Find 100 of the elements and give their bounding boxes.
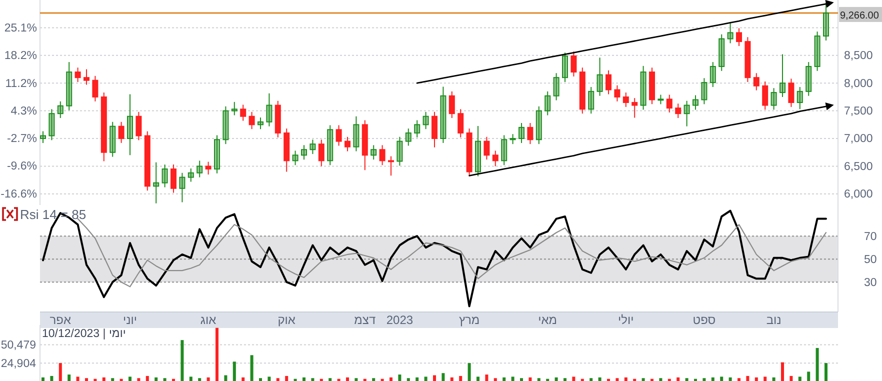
- candlestick: [770, 88, 777, 110]
- bar: [790, 376, 793, 381]
- bar: [398, 374, 402, 381]
- y-tick-label: 7,000: [844, 133, 873, 146]
- candlestick: [692, 94, 698, 110]
- candlestick: [570, 51, 577, 77]
- y-tick-label: 50,479: [0, 339, 36, 352]
- candlestick: [248, 111, 255, 130]
- bar: [372, 378, 376, 381]
- candlestick: [562, 52, 568, 82]
- bar: [711, 377, 714, 381]
- candlestick: [823, 2, 829, 41]
- candlestick: [344, 136, 350, 152]
- candlestick: [370, 144, 377, 160]
- candlestick: [458, 108, 464, 138]
- bar: [268, 376, 271, 381]
- bar: [468, 363, 471, 381]
- candlestick: [588, 86, 594, 114]
- bar: [676, 377, 680, 381]
- bar: [754, 377, 758, 381]
- bar: [502, 377, 506, 381]
- bar: [528, 377, 532, 381]
- candlestick: [353, 116, 360, 152]
- candlestick: [414, 120, 420, 138]
- bar: [720, 376, 724, 381]
- candlestick: [318, 139, 324, 167]
- bar: [180, 340, 184, 381]
- y-tick-label: 70: [864, 230, 877, 243]
- x-tick-label: מאי: [538, 313, 558, 327]
- candlestick: [205, 161, 212, 176]
- candlestick: [327, 124, 334, 166]
- y2-tick-label: -2.7%: [6, 133, 37, 146]
- bar: [642, 378, 645, 381]
- candlestick: [666, 94, 672, 113]
- x-tick-label: אוק: [278, 313, 296, 327]
- candlestick: [301, 144, 307, 160]
- bar: [102, 377, 106, 381]
- bar: [189, 376, 192, 381]
- candlestick: [501, 134, 508, 166]
- bar: [354, 378, 358, 381]
- bar: [198, 378, 202, 381]
- y2-tick-label: 4.3%: [10, 105, 37, 118]
- candlestick: [231, 101, 238, 116]
- bar: [659, 378, 662, 381]
- candlestick: [310, 139, 316, 155]
- candlestick: [240, 104, 246, 122]
- candlestick: [727, 22, 734, 44]
- candlestick: [405, 128, 412, 146]
- candlestick: [448, 90, 455, 119]
- y-tick-label: 7,500: [844, 105, 873, 118]
- candlestick: [432, 111, 438, 148]
- bar: [390, 377, 392, 381]
- bar: [85, 378, 88, 381]
- candlestick: [788, 78, 794, 108]
- candlestick: [527, 122, 534, 145]
- bar: [772, 377, 776, 381]
- candlestick: [675, 103, 682, 119]
- candlestick: [440, 86, 446, 144]
- candlestick: [196, 160, 203, 178]
- x-tick-label: יולי: [618, 313, 634, 327]
- annotation: יומי | 10/12/2023: [42, 328, 126, 340]
- bar: [416, 377, 419, 381]
- bar: [285, 376, 288, 381]
- bar: [58, 363, 62, 381]
- y-tick-label: 6,000: [844, 188, 873, 201]
- line-series: [42, 210, 827, 308]
- candlestick: [57, 100, 64, 119]
- candlestick: [492, 150, 498, 167]
- candlestick: [658, 94, 664, 105]
- y2-tick-label: 18.2%: [4, 50, 37, 62]
- candlestick: [136, 111, 142, 141]
- candlestick: [110, 121, 116, 158]
- y2-tick-label: 11.2%: [5, 78, 37, 90]
- x-tick-label: דצמ: [354, 313, 376, 327]
- candlestick: [596, 57, 603, 96]
- candlestick: [710, 62, 716, 88]
- bar: [564, 378, 566, 381]
- bar: [76, 376, 80, 381]
- bar: [433, 375, 436, 381]
- bar: [128, 376, 132, 381]
- x-tick-label: 2023: [386, 313, 414, 327]
- candlestick: [74, 67, 81, 82]
- bar: [311, 378, 314, 381]
- bar: [242, 377, 245, 381]
- candlestick: [162, 164, 168, 188]
- bar: [781, 362, 784, 381]
- candlestick: [214, 134, 220, 174]
- bar: [738, 378, 740, 381]
- y-tick-label: 8,000: [844, 78, 873, 90]
- bar: [259, 378, 262, 381]
- candlestick: [336, 124, 342, 146]
- x-tick-label: מרץ: [458, 313, 480, 327]
- x-tick-label: אוג: [200, 313, 217, 327]
- candlestick: [92, 75, 98, 102]
- bar: [702, 378, 706, 381]
- bar: [111, 378, 114, 381]
- candlestick: [753, 72, 760, 91]
- x-tick-label: אפר: [50, 313, 72, 327]
- candlestick: [153, 162, 160, 204]
- candlestick: [806, 62, 812, 96]
